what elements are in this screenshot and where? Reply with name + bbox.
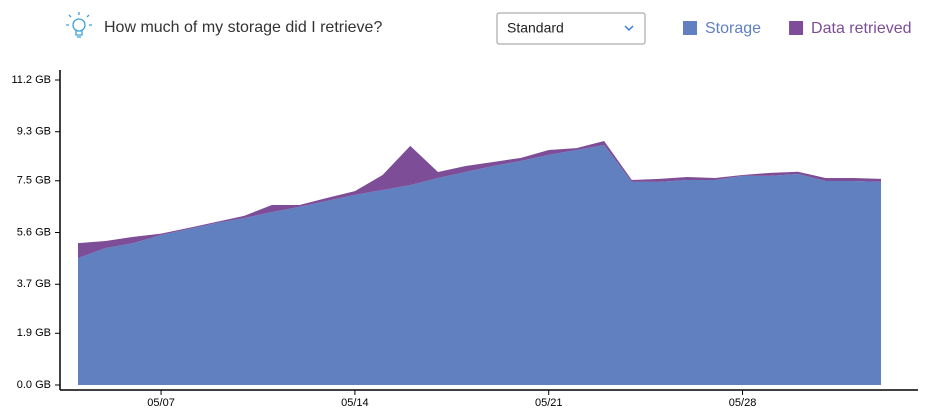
x-tick-label: 05/07 [147, 397, 175, 409]
y-tick-label: 7.5 GB [17, 175, 51, 187]
y-tick-label: 1.9 GB [17, 327, 51, 339]
area [78, 145, 881, 385]
legend-label: Data retrieved [811, 20, 912, 37]
area [78, 141, 881, 259]
dropdown-box[interactable] [496, 12, 646, 45]
y-tick-label: 9.3 GB [17, 126, 51, 138]
bulb-icon [66, 12, 92, 38]
dropdown[interactable]: Standard [496, 12, 646, 45]
y-tick-label: 11.2 GB [11, 74, 51, 86]
legend-label: Storage [705, 20, 761, 37]
dropdown-arrow[interactable] [624, 25, 634, 32]
x-tick-label: 05/28 [729, 397, 757, 409]
y-tick-label: 0.0 GB [17, 379, 51, 391]
legend-swatch [683, 21, 697, 35]
x-tick-label: 05/14 [341, 397, 369, 409]
y-tick-label: 5.6 GB [17, 226, 51, 238]
dropdown-value[interactable]: Standard [507, 20, 564, 36]
legend-swatch [789, 21, 804, 35]
x-tick-label: 05/21 [535, 397, 563, 409]
y-tick-label: 3.7 GB [17, 278, 51, 290]
chart-title: How much of my storage did I retrieve? [104, 19, 382, 36]
